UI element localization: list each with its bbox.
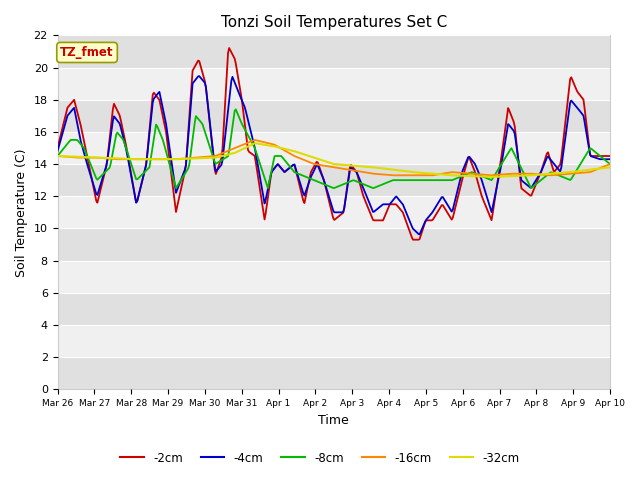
Bar [58,164,610,196]
Bar [58,228,610,261]
Bar [58,357,610,389]
X-axis label: Time: Time [318,414,349,427]
Bar [58,132,610,164]
Bar [58,293,610,325]
Bar [58,36,610,68]
Bar [58,261,610,293]
Bar [58,100,610,132]
Bar [58,196,610,228]
Bar [58,68,610,100]
Text: TZ_fmet: TZ_fmet [60,46,114,59]
Legend: -2cm, -4cm, -8cm, -16cm, -32cm: -2cm, -4cm, -8cm, -16cm, -32cm [115,447,525,469]
Y-axis label: Soil Temperature (C): Soil Temperature (C) [15,148,28,276]
Bar [58,325,610,357]
Title: Tonzi Soil Temperatures Set C: Tonzi Soil Temperatures Set C [221,15,447,30]
